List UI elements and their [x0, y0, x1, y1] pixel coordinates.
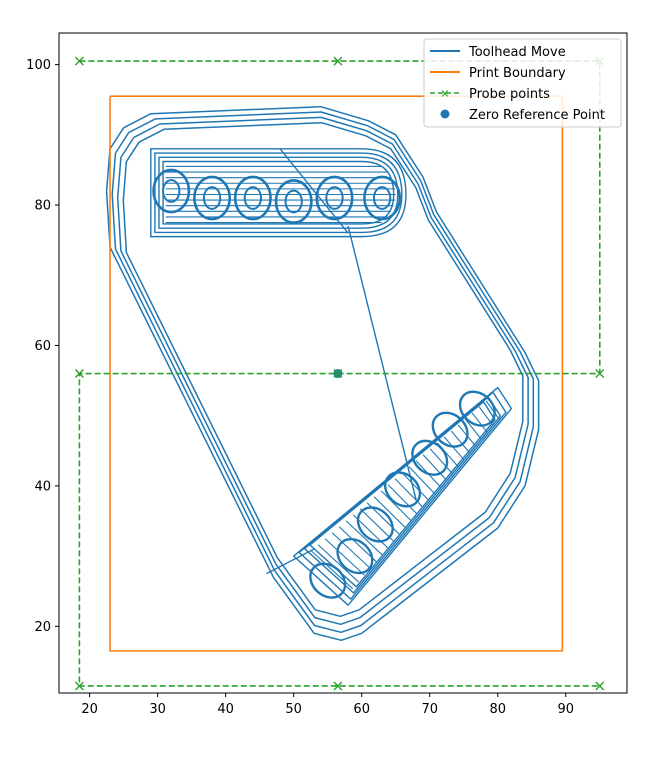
- toolpath-top-part-loop: [154, 152, 403, 234]
- toolpath-bottom-infill-line: [359, 508, 395, 542]
- y-tick-label: 80: [34, 199, 51, 214]
- toolpath-outline-loop-1: [105, 105, 540, 642]
- toolpath-bottom-infill-line: [429, 448, 453, 474]
- toolpath-bottom-infill-line: [387, 484, 418, 515]
- toolpath-top-part-loop: [158, 156, 399, 229]
- toolpath-outline-loop-4: [122, 121, 524, 618]
- probe-point-marker: [74, 369, 84, 379]
- toolpath-top-feature-inner: [162, 179, 181, 203]
- x-tick-label: 40: [217, 702, 234, 717]
- toolpath-top-feature-inner: [243, 186, 263, 210]
- toolpath-bottom-infill-line: [401, 472, 430, 501]
- y-tick-label: 40: [34, 479, 51, 494]
- toolpath-bottom-infill-line: [422, 454, 447, 481]
- toolpath-travel-move: [279, 148, 349, 234]
- toolpath-top-feature-inner: [202, 186, 222, 210]
- toolpath-travel-move: [266, 548, 315, 575]
- x-tick-label: 60: [353, 702, 370, 717]
- toolpath-top-feature: [363, 175, 402, 221]
- toolpath-top-feature: [274, 179, 313, 224]
- legend: Toolhead Move Print Boundary ✕ Probe poi…: [423, 38, 622, 128]
- x-tick-label: 50: [285, 702, 302, 717]
- toolpath-bottom-feature: [309, 562, 347, 599]
- legend-label-probe: Probe points: [469, 87, 550, 102]
- print-boundary-line: [109, 95, 564, 652]
- toolpath-bottom-feature: [431, 411, 469, 448]
- toolpath-bottom-infill-line: [485, 400, 500, 420]
- toolpath-bottom-infill-line: [443, 436, 465, 461]
- toolpath-bottom-infill-line: [450, 430, 471, 454]
- x-tick-label: 70: [421, 702, 438, 717]
- toolpath-bottom-part-loop: [293, 386, 513, 606]
- toolpath-top-feature-inner: [372, 186, 392, 210]
- toolpath-bottom-infill-line: [408, 466, 436, 495]
- legend-swatch-zero-ref: [440, 109, 450, 119]
- toolpath-bottom-infill-line: [373, 496, 406, 529]
- toolpath-bottom-infill-line: [464, 418, 482, 440]
- toolpath-bottom-infill-line: [380, 490, 412, 522]
- toolpath-top-feature: [315, 175, 354, 221]
- x-tick-label: 90: [558, 702, 575, 717]
- y-tick-label: 60: [34, 339, 51, 354]
- toolpath-bottom-feature: [411, 439, 449, 476]
- legend-probe-marker: ✕: [440, 88, 449, 101]
- toolpath-top-feature: [233, 175, 272, 221]
- probe-point-marker: [74, 681, 84, 691]
- toolpath-top-feature: [193, 175, 232, 221]
- probe-point-marker: [333, 56, 343, 66]
- toolpath-bottom-infill-line: [317, 544, 359, 583]
- toolpath-top-feature-inner: [325, 186, 344, 210]
- toolpath-bottom-feature: [383, 471, 422, 508]
- probe-point-marker: [333, 681, 343, 691]
- toolpath-outline-loop-3: [116, 116, 529, 626]
- y-tick-label: 100: [26, 58, 51, 73]
- legend-label-toolhead: Toolhead Move: [468, 45, 566, 60]
- toolpath-top-feature-inner: [284, 189, 303, 214]
- legend-label-boundary: Print Boundary: [469, 66, 566, 81]
- toolpath-bottom-feature: [458, 390, 496, 427]
- x-tick-label: 20: [81, 702, 98, 717]
- toolpath-bottom-infill-line: [345, 520, 383, 556]
- toolpath-bottom-infill-line: [331, 532, 371, 569]
- toolpath-bottom-infill-line: [324, 538, 365, 576]
- x-tick-label: 30: [149, 702, 166, 717]
- probe-point-marker: [74, 56, 84, 66]
- plot-frame: [58, 32, 628, 694]
- toolpath-outline-loop-2: [111, 111, 535, 634]
- toolpath-travel-move: [347, 225, 417, 501]
- legend-label-zero-ref: Zero Reference Point: [469, 108, 605, 123]
- toolpath-bottom-feature: [336, 537, 374, 575]
- zero-reference-overlap: [333, 369, 342, 378]
- y-tick-label: 20: [34, 620, 51, 635]
- toolpath-top-feature: [152, 168, 191, 214]
- toolpath-bottom-feature: [356, 506, 394, 543]
- probe-point-marker: [595, 681, 605, 691]
- probe-point-marker: [595, 369, 605, 379]
- toolpath-bottom-infill-line: [338, 526, 377, 562]
- toolpath-bottom-infill-line: [471, 412, 488, 434]
- toolpath-bottom-infill-line: [394, 478, 424, 508]
- x-tick-label: 80: [489, 702, 506, 717]
- toolpath-top-part-loop: [150, 148, 407, 238]
